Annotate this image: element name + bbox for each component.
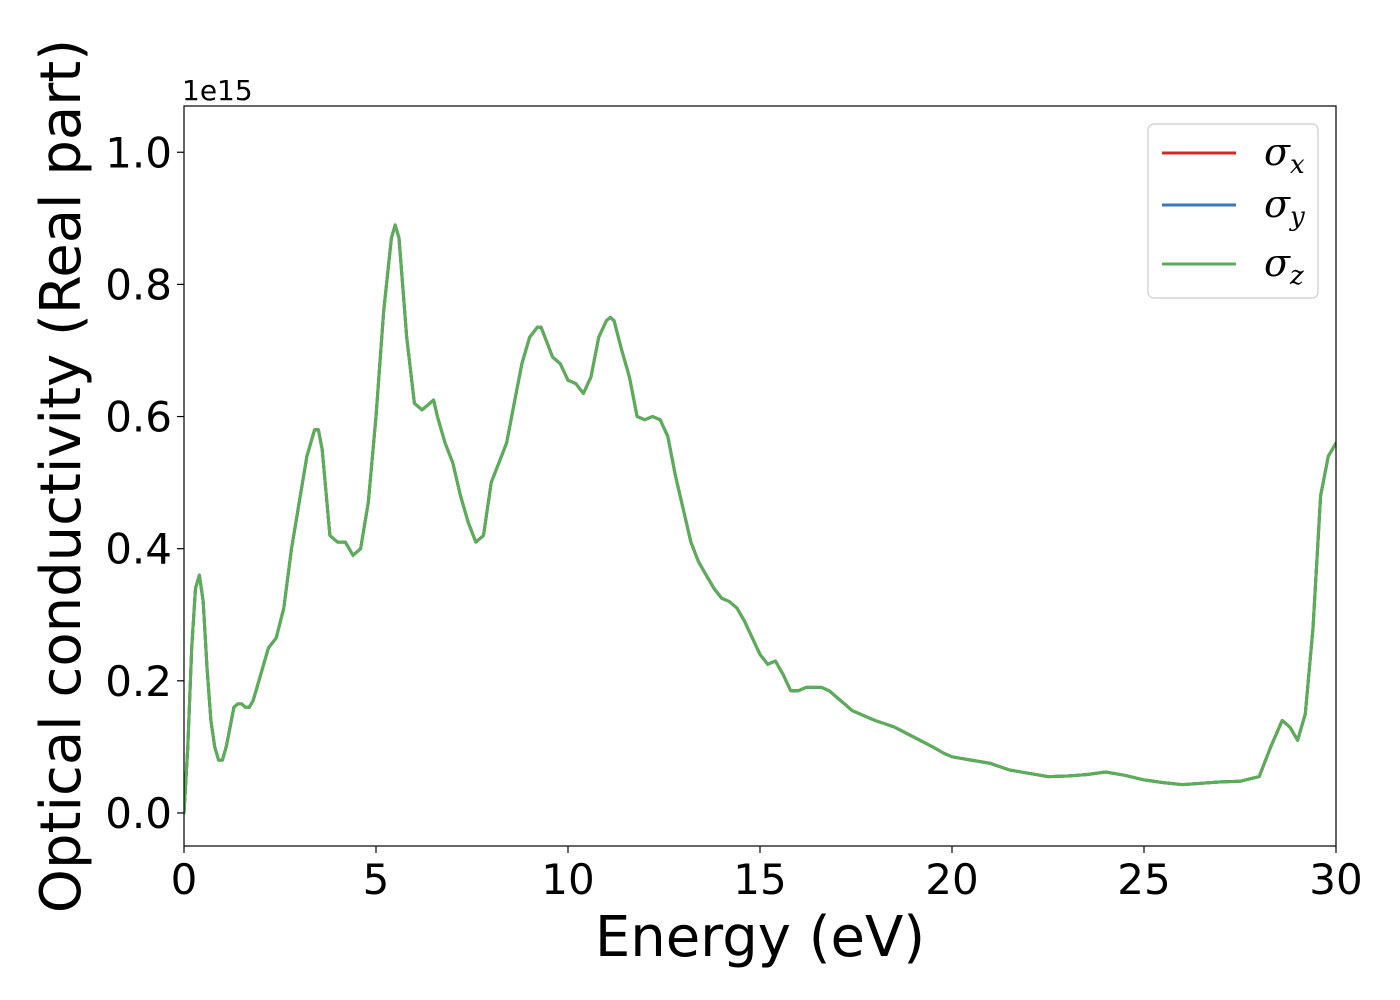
y-tick-label: 1.0 (105, 128, 172, 177)
x-tick-label: 30 (1309, 855, 1362, 904)
y-tick-label: 0.4 (105, 525, 172, 574)
x-axis-title: Energy (eV) (595, 905, 925, 970)
y-offset-label: 1e15 (182, 74, 253, 107)
x-tick-label: 20 (925, 855, 978, 904)
legend-label-z: σz (1264, 241, 1304, 291)
x-tick-label: 0 (171, 855, 198, 904)
x-axis: 0 5 10 15 20 25 30 (171, 846, 1363, 904)
x-tick-label: 5 (363, 855, 390, 904)
legend-label-y: σy (1264, 182, 1305, 232)
y-tick-label: 0.8 (105, 260, 172, 309)
y-axis: 0.0 0.2 0.4 0.6 0.8 1.0 (105, 128, 184, 838)
x-tick-label: 25 (1117, 855, 1170, 904)
x-tick-label: 10 (541, 855, 594, 904)
y-tick-label: 0.0 (105, 789, 172, 838)
series-line-y (184, 223, 1336, 815)
legend-label-x: σx (1264, 130, 1305, 180)
y-tick-label: 0.6 (105, 393, 172, 442)
y-tick-label: 0.2 (105, 657, 172, 706)
x-tick-label: 15 (733, 855, 786, 904)
series-layer (184, 223, 1336, 815)
y-axis-title: Optical conductivity (Real part) (29, 39, 94, 913)
series-line-z (184, 223, 1336, 815)
legend-frame (1147, 123, 1319, 299)
series-line-x (184, 223, 1336, 815)
